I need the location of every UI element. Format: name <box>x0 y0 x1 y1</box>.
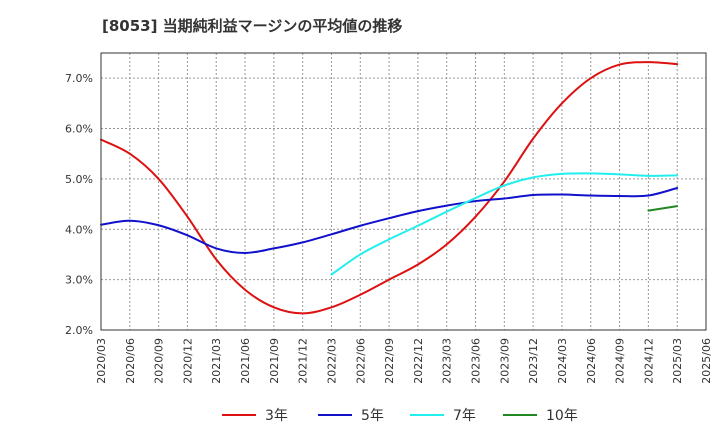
y-axis: 2.0% 3.0% 4.0% 5.0% 6.0% 7.0% <box>65 72 93 337</box>
x-tick-label: 2022/09 <box>383 338 396 384</box>
x-tick-label: 2021/06 <box>239 338 252 384</box>
x-tick-label: 2024/03 <box>556 338 569 384</box>
series-line-1 <box>100 61 679 315</box>
x-tick-label: 2020/12 <box>181 338 194 384</box>
legend-label: 7年 <box>453 408 476 424</box>
x-tick-label: 2024/09 <box>614 338 627 384</box>
y-tick-label: 6.0% <box>65 123 93 136</box>
y-tick-label: 4.0% <box>65 223 93 236</box>
legend-label: 10年 <box>546 408 578 424</box>
plot-area-border <box>100 52 707 331</box>
legend-item: 10年 <box>503 408 578 424</box>
series-line-2 <box>100 186 679 254</box>
chart-title: [8053] 当期純利益マージンの平均値の推移 <box>102 17 402 35</box>
x-tick-label: 2021/03 <box>210 338 223 384</box>
x-tick-label: 2021/12 <box>297 338 310 384</box>
series-lines <box>100 61 679 315</box>
x-tick-label: 2024/06 <box>585 338 598 384</box>
x-tick-label: 2023/03 <box>441 338 454 384</box>
x-tick-label: 2022/06 <box>354 338 367 384</box>
legend-item: 3年 <box>222 408 288 424</box>
x-tick-label: 2023/06 <box>470 338 483 384</box>
x-tick-label: 2025/03 <box>671 338 684 384</box>
x-tick-label: 2022/03 <box>325 338 338 384</box>
x-tick-label: 2020/03 <box>95 338 108 384</box>
legend-item: 5年 <box>318 408 384 424</box>
y-tick-label: 7.0% <box>65 72 93 85</box>
legend-label: 3年 <box>265 408 288 424</box>
x-tick-label: 2021/09 <box>268 338 281 384</box>
x-tick-label: 2023/09 <box>498 338 511 384</box>
x-tick-label: 2023/12 <box>527 338 540 384</box>
x-tick-label: 2025/06 <box>700 338 713 384</box>
legend-item: 7年 <box>410 408 476 424</box>
x-axis: 2020/03 2020/06 2020/09 2020/12 2021/03 2021/… <box>95 338 713 384</box>
grid <box>101 53 706 330</box>
x-tick-label: 2022/12 <box>412 338 425 384</box>
y-tick-label: 5.0% <box>65 173 93 186</box>
legend-label: 5年 <box>361 408 384 424</box>
series-line-3 <box>330 172 679 276</box>
y-tick-label: 2.0% <box>65 324 93 337</box>
series-line-4 <box>647 205 679 212</box>
x-tick-label: 2020/06 <box>124 338 137 384</box>
x-tick-label: 2024/12 <box>642 338 655 384</box>
x-tick-label: 2020/09 <box>153 338 166 384</box>
y-tick-label: 3.0% <box>65 274 93 287</box>
legend: 3年 5年 7年 10年 <box>222 408 578 424</box>
